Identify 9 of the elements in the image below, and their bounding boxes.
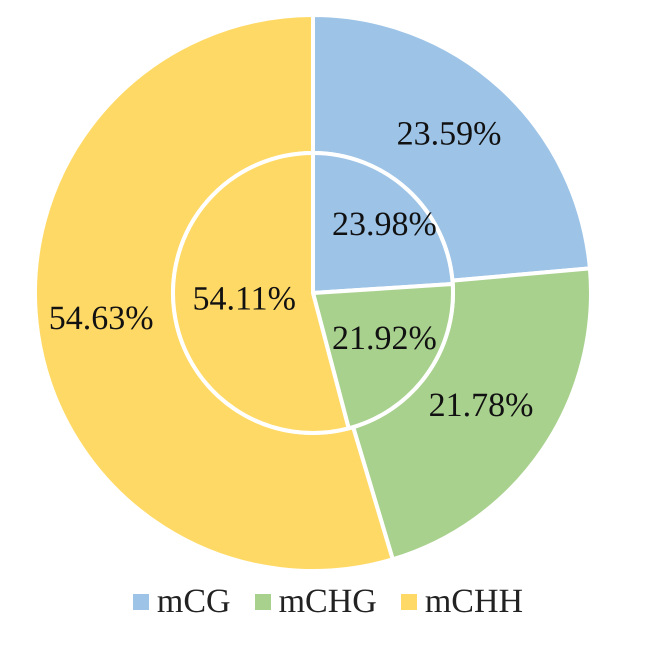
legend-label: mCHH [424,583,524,621]
data-label: 21.78% [428,386,534,424]
data-label: 54.11% [192,280,296,318]
data-label: 21.92% [332,320,437,358]
data-label: 23.59% [396,115,502,152]
legend-label: mCHG [278,583,377,621]
data-label: 23.98% [332,206,437,244]
legend-label: mCG [156,583,231,621]
data-label: 54.63% [48,300,154,337]
